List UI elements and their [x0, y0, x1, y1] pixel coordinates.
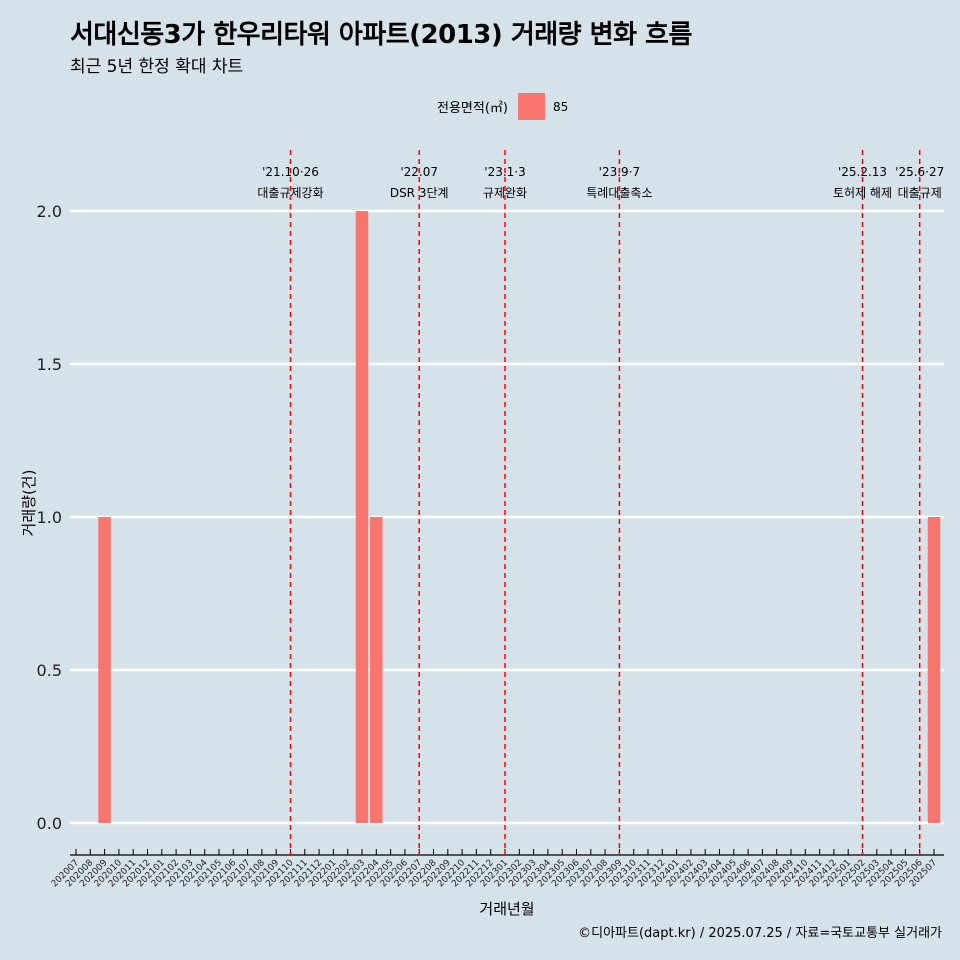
- y-tick-label: 1.5: [37, 355, 62, 374]
- event-label: 토허제 해제: [833, 186, 892, 200]
- event-date: '23.1·3: [484, 165, 525, 179]
- legend: 전용면적(㎡) 85: [437, 93, 568, 120]
- event-date: '21.10·26: [262, 165, 319, 179]
- x-axis-title: 거래년월: [479, 900, 534, 918]
- y-axis-title: 거래량(건): [20, 470, 38, 537]
- event-label: 특례대출축소: [586, 186, 652, 200]
- event-label: 대출규제강화: [257, 186, 323, 200]
- y-tick-label: 0.0: [37, 814, 62, 833]
- y-tick-label: 1.0: [37, 508, 62, 527]
- event-label: DSR 3단계: [390, 186, 449, 200]
- bar: [98, 517, 111, 823]
- chart-subtitle: 최근 5년 한정 확대 차트: [70, 57, 244, 77]
- legend-title: 전용면적(㎡): [437, 101, 508, 116]
- event-label: 대출규제: [898, 186, 942, 200]
- bar: [927, 517, 941, 823]
- event-date: '23.9·7: [599, 165, 640, 179]
- y-tick-label: 2.0: [37, 202, 62, 221]
- bar: [370, 517, 383, 823]
- bar: [355, 211, 369, 823]
- y-tick-label: 0.5: [37, 661, 62, 680]
- event-date: '25.6·27: [895, 165, 944, 179]
- event-date: '25.2.13: [838, 165, 887, 179]
- source-caption: ©디아파트(dapt.kr) / 2025.07.25 / 자료=국토교통부 실…: [578, 926, 942, 941]
- event-date: '22.07: [400, 165, 438, 179]
- legend-label-85: 85: [552, 99, 569, 114]
- event-label: 규제완화: [483, 186, 527, 200]
- chart-title: 서대신동3가 한우리타워 아파트(2013) 거래량 변화 흐름: [70, 20, 692, 50]
- legend-swatch-85: [517, 93, 545, 120]
